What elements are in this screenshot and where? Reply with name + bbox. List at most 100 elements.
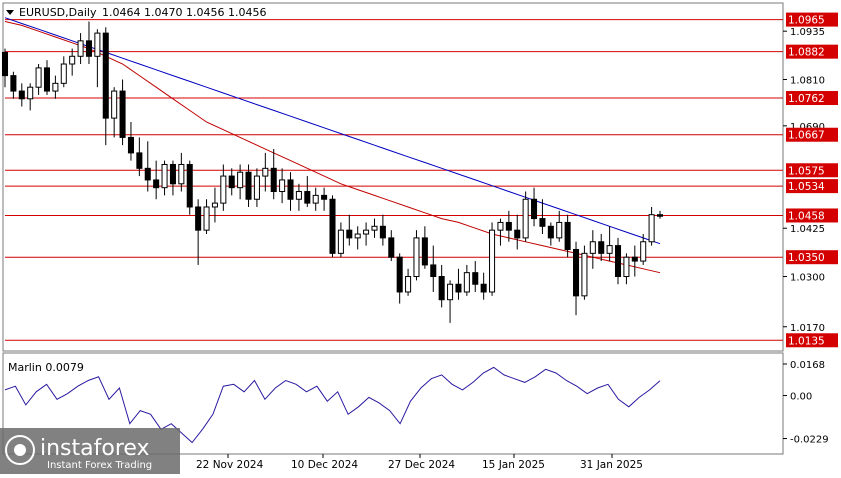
candle-bear <box>480 283 487 293</box>
oscillator-axis: 0.0168 0.00 -0.0229 <box>783 360 829 446</box>
indicator-panel-frame <box>2 352 784 455</box>
time-axis: 22 Nov 2024 10 Dec 2024 27 Dec 2024 15 Jan … <box>196 454 643 471</box>
candle-bull <box>69 55 76 65</box>
y-tick-label: 1.0425 <box>790 224 825 235</box>
indicator-title: Marlin 0.0079 <box>8 361 84 374</box>
candle-bull <box>371 225 378 231</box>
candle-bear <box>321 194 328 200</box>
candle-bear <box>455 283 462 293</box>
candle-bull <box>648 214 655 243</box>
oscillator-line <box>4 366 661 444</box>
x-tick-label: 27 Dec 2024 <box>388 459 455 471</box>
x-tick-label: 22 Nov 2024 <box>196 459 264 471</box>
candle-bull <box>640 241 647 262</box>
candle-bear <box>304 191 311 204</box>
moving-average-line <box>4 17 661 245</box>
x-tick-label: 31 Jan 2025 <box>580 459 643 471</box>
candle-bull <box>556 221 563 239</box>
candle-bull <box>279 179 286 193</box>
candle-bear <box>531 198 538 220</box>
candle-bear <box>119 90 126 138</box>
oscillator-y-tick-label: -0.0229 <box>790 435 829 446</box>
candle-bear <box>85 40 92 57</box>
level-label-bg <box>786 179 838 194</box>
candle-bear <box>169 163 176 185</box>
candle-bull <box>94 32 101 57</box>
level-label: 1.0882 <box>788 47 825 59</box>
candle-bull <box>295 191 302 200</box>
candle-bull <box>60 63 67 84</box>
ohlc-readout: 1.0464 1.0470 1.0456 1.0456 <box>102 6 266 19</box>
candle-bull <box>489 229 496 293</box>
moving-average-line <box>4 21 661 274</box>
candle-bear <box>329 198 336 254</box>
y-tick-label: 1.0170 <box>790 323 825 334</box>
candle-bear <box>631 256 638 262</box>
oscillator-series <box>4 366 661 444</box>
candle-bull <box>463 272 470 293</box>
level-label: 1.0575 <box>788 165 825 177</box>
candle-bear <box>195 206 202 231</box>
candle-bull <box>623 256 630 278</box>
candle-bull <box>237 171 244 189</box>
candle-bull <box>497 221 504 231</box>
level-label-bg <box>786 333 838 348</box>
x-tick-label: 10 Dec 2024 <box>291 459 358 471</box>
candle-bull <box>405 276 412 293</box>
candle-bear <box>547 225 554 239</box>
candle-bear <box>287 179 294 200</box>
candle-bull <box>52 82 59 92</box>
level-label: 1.0534 <box>788 181 825 193</box>
candle-bear <box>539 218 546 227</box>
candle-bull <box>203 206 210 231</box>
candle-bear <box>228 175 235 189</box>
candle-bull <box>522 198 529 239</box>
candle-bear <box>598 241 605 254</box>
level-label-bg <box>786 127 838 142</box>
level-label: 1.0350 <box>788 252 825 264</box>
candle-bull <box>589 241 596 254</box>
candle-bear <box>18 90 25 100</box>
level-labels: 1.0965 1.0882 1.0762 1.0667 1.0575 1.0534 1.04… <box>786 12 838 348</box>
candle-bull <box>220 175 227 204</box>
candle-bear <box>10 75 17 92</box>
level-label-bg <box>786 250 838 265</box>
candle-bull <box>413 237 420 278</box>
candle-bear <box>43 67 51 92</box>
candle-bull <box>363 229 370 235</box>
y-tick-label: 1.0690 <box>790 122 825 133</box>
level-label: 1.0762 <box>788 93 825 105</box>
candle-bear <box>127 136 134 154</box>
y-tick-label: 1.0935 <box>790 27 825 38</box>
candle-bear <box>438 276 445 301</box>
candle-bear <box>245 171 252 200</box>
x-tick-label: 15 Jan 2025 <box>482 459 545 471</box>
logo-brand: instaforex <box>40 436 150 461</box>
candle-bear <box>144 167 151 181</box>
candle-bear <box>153 179 160 189</box>
level-label: 1.0458 <box>788 210 825 222</box>
candle-bear <box>136 152 143 169</box>
candle-bull <box>161 163 168 189</box>
candle-bear <box>573 248 580 297</box>
candle-bull <box>111 90 118 119</box>
level-label: 1.0965 <box>788 15 825 27</box>
oscillator-y-tick-label: 0.0168 <box>790 360 825 371</box>
candle-bear <box>346 229 353 239</box>
level-label-bg <box>786 163 838 178</box>
candle-bull <box>77 40 84 57</box>
candle-bear <box>186 163 193 208</box>
candle-bear <box>505 221 512 231</box>
candle-bull <box>178 163 185 185</box>
level-label: 1.0135 <box>788 335 825 347</box>
oscillator-y-tick-label: 0.00 <box>790 392 812 403</box>
candles <box>1 21 664 323</box>
level-label: 1.0667 <box>788 130 825 142</box>
candle-bull <box>211 202 218 208</box>
collapse-triangle-icon[interactable] <box>6 10 14 15</box>
candle-bull <box>581 252 588 297</box>
moving-average-lines <box>4 17 661 274</box>
level-label-bg <box>786 12 838 27</box>
candle-bull <box>447 283 454 301</box>
